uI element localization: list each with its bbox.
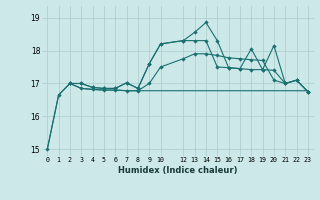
X-axis label: Humidex (Indice chaleur): Humidex (Indice chaleur) [118,166,237,175]
